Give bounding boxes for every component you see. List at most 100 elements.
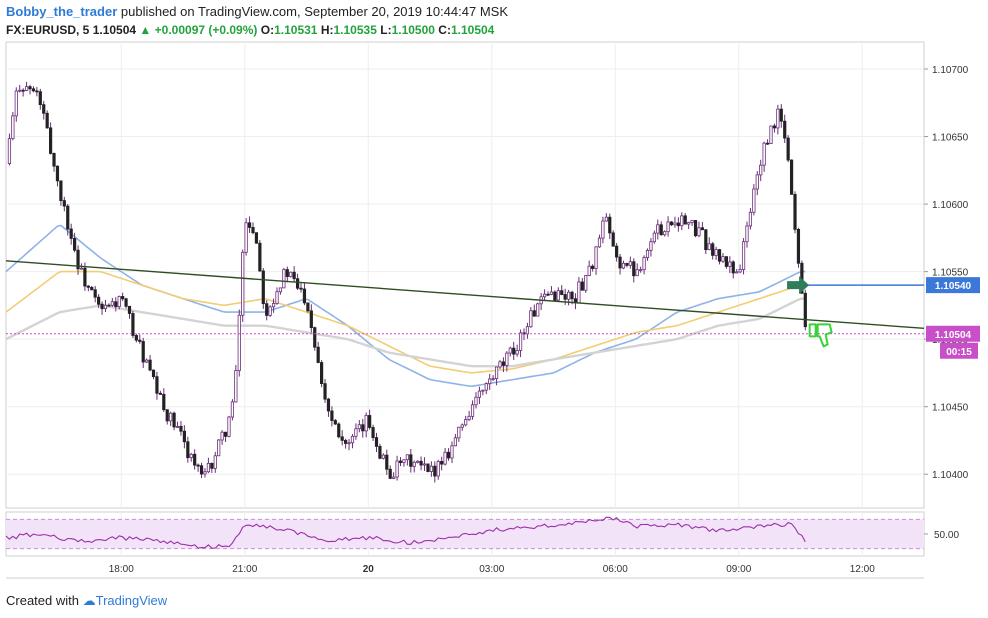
high-label: H: [320,23,334,37]
candle-body [687,222,691,225]
symbol-label[interactable]: FX:EURUSD, 5 [6,23,90,37]
candle-body [693,220,698,237]
candle-body [381,454,385,459]
candle-body [182,430,186,443]
candle-body [151,369,156,378]
candle-body [567,291,571,300]
candle-body [769,125,773,144]
footer: Created with ☁TradingView [6,592,167,610]
candle-body [18,89,22,92]
candle-body [148,359,152,371]
countdown-label: 00:15 [946,347,972,358]
candle-body [309,310,313,329]
candle-body [193,453,197,466]
candle-body [271,303,276,308]
candle-body [748,211,753,227]
open-label: O: [260,23,275,37]
created-with-text: Created with [6,593,79,608]
candle-body [79,267,84,270]
candle-body [340,436,344,441]
candle-body [31,88,36,92]
candle-body [364,415,368,432]
candle-body [542,293,547,298]
candle-body [210,462,214,469]
candle-body [467,415,471,420]
candle-body [405,454,409,461]
candle-body [409,454,413,467]
price-panel-frame [5,41,925,509]
candle-body [189,453,193,459]
candle-body [700,227,704,231]
y-tick-label: 1.10450 [932,403,969,414]
countdown-tag [940,342,978,359]
candle-body [594,246,598,269]
candle-body [388,468,392,479]
candle-body [330,410,334,421]
candle-body [333,420,337,425]
candle-body [484,383,488,391]
candle-body [601,220,605,239]
candle-body [721,256,725,262]
candle-body [464,419,468,426]
candle-body [597,237,602,248]
candle-body [52,153,56,167]
candle-body [494,366,499,379]
candle-body [285,269,289,277]
candle-body [169,412,173,422]
candle-body [608,216,612,234]
candle-body [282,269,286,289]
candle-body [508,347,512,354]
candle-body [611,232,615,247]
rsi-panel [5,516,924,550]
price-tag-label: 1.10504 [935,330,972,341]
x-tick-label: 18:00 [109,564,134,575]
candle-body [728,261,732,267]
price-tag [926,325,980,342]
candle-body [103,304,108,310]
candle-body [529,310,533,328]
candle-body [570,291,574,300]
candle-body [416,460,420,463]
candle-body [577,281,581,304]
candle-body [584,275,588,291]
candle-body [803,292,807,328]
candle-body [628,261,632,266]
thumbs-down-icon [808,323,833,348]
candle-body [426,463,430,472]
candle-body [632,261,636,277]
candle-body [73,238,77,251]
candle-body [659,224,663,236]
candle-body [683,215,687,225]
candle-body [717,249,722,262]
candle-body [724,256,729,267]
candle-body [460,424,464,428]
candle-body [793,193,797,230]
candle-body [261,270,265,305]
candle-body [618,256,622,269]
candle-body [704,229,708,251]
candle-body [323,383,327,400]
candle-body [275,291,279,304]
candle-body [66,205,70,230]
tradingview-brand-link[interactable]: TradingView [95,593,168,608]
candle-body [669,221,674,226]
candle-body [217,439,221,457]
change-arrow-icon: ▲ [139,23,152,37]
x-tick-label: 20 [363,564,375,575]
candle-body [759,164,763,176]
candle-body [666,221,670,233]
candle-body [62,200,66,207]
candle-body [498,361,502,368]
candle-body [518,332,523,351]
candle-body [110,301,114,306]
candle-body [398,460,403,464]
author-name[interactable]: Bobby_the_trader [6,4,118,19]
ohlc-line: FX:EURUSD, 5 1.10504 ▲ +0.00097 (+0.09%)… [6,21,982,39]
candle-body [14,90,18,117]
candle-body [55,165,60,182]
candle-body [786,137,790,161]
candle-body [354,428,358,437]
candle-body [385,454,389,470]
candle-body [477,390,482,398]
